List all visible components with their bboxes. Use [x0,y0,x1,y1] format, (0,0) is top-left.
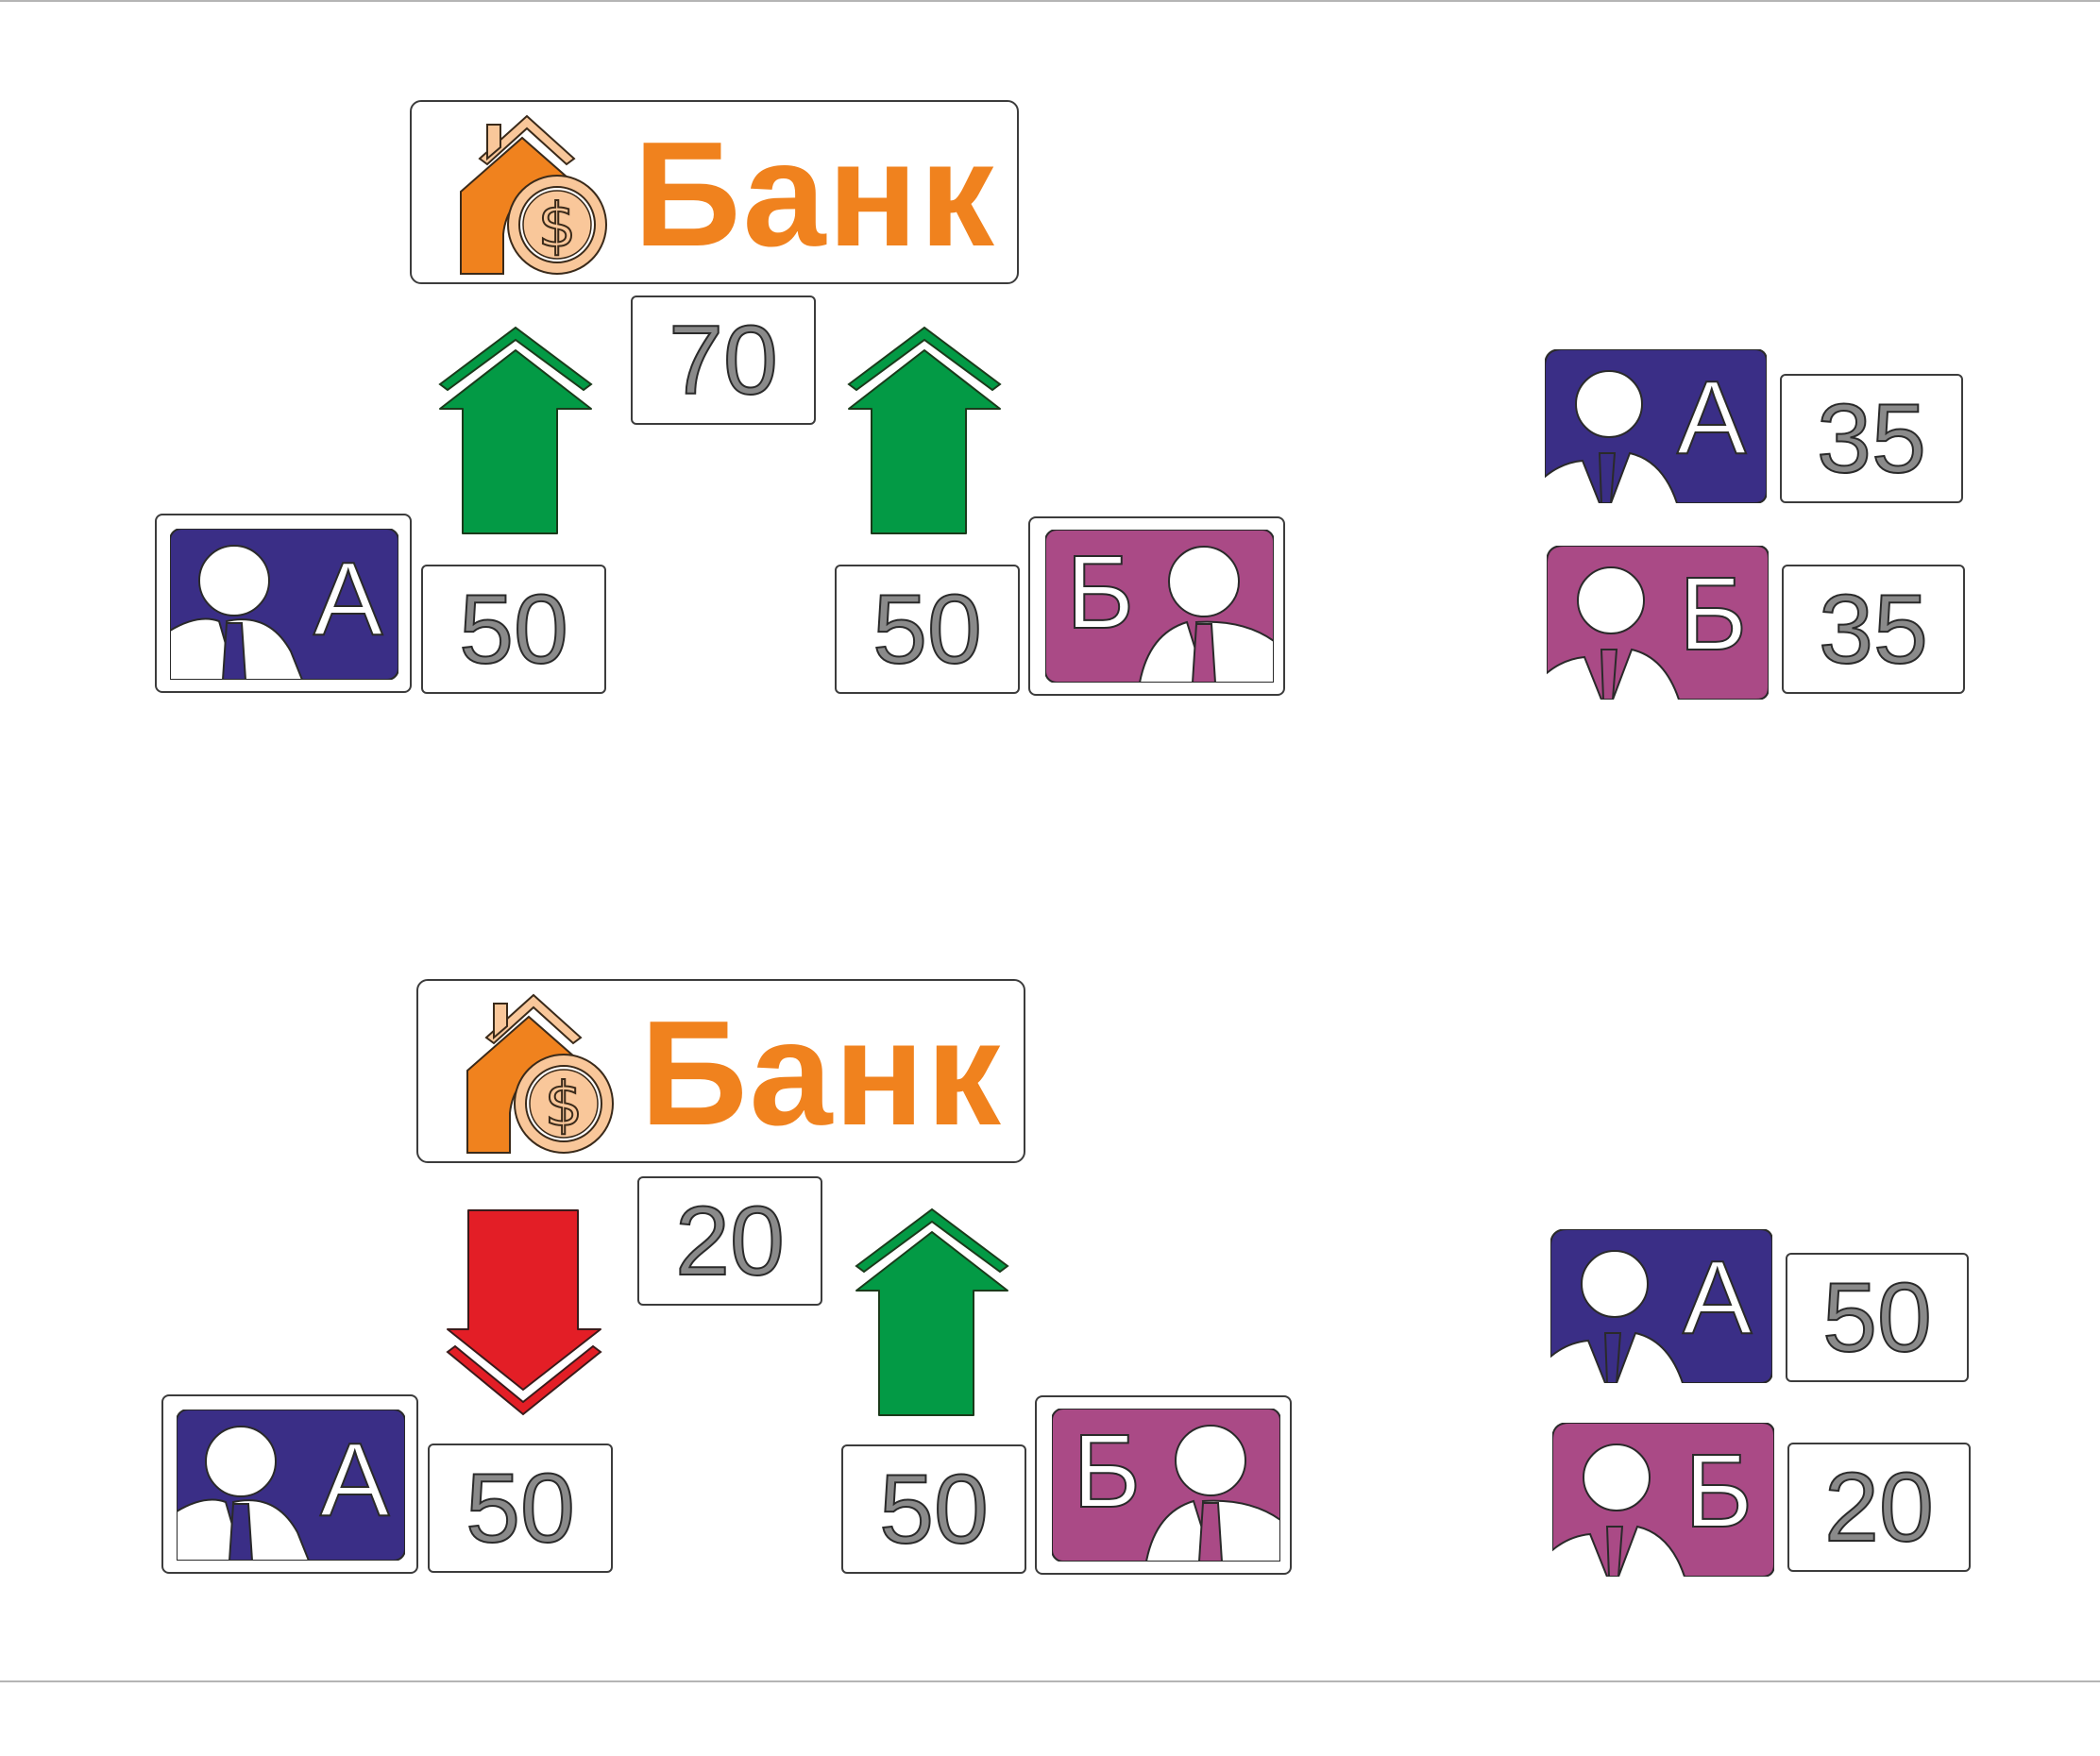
bank-card: $ Банк [416,979,1025,1163]
person-icon [1547,546,1769,700]
client-a-amount: 50 [421,565,606,694]
person-icon [1550,1229,1772,1383]
result-letter: А [1676,360,1747,476]
bottom-divider [0,1680,2100,1682]
up-arrow-icon [847,326,1002,534]
down-arrow-icon [446,1209,602,1416]
up-arrow-icon [855,1207,1009,1416]
result-a-amount: 50 [1786,1253,1969,1382]
client-a-amount: 50 [428,1444,613,1573]
bank-amount: 20 [637,1176,822,1306]
client-b-card: Б [1035,1395,1292,1575]
house-dollar-icon: $ [466,993,614,1154]
house-dollar-icon: $ [460,114,607,275]
client-b-amount: 50 [835,565,1020,694]
client-letter: А [313,541,383,657]
result-client-b-card: Б [1552,1423,1774,1577]
up-arrow-icon [438,326,593,534]
person-icon [1052,1409,1280,1562]
client-b-card: Б [1028,516,1285,696]
client-a-card: А [155,514,412,693]
client-b-amount: 50 [841,1444,1026,1574]
person-icon [170,529,398,680]
svg-text:$: $ [545,1071,584,1140]
client-letter: А [319,1422,390,1538]
result-client-a-card: А [1545,349,1767,503]
result-b-amount: 35 [1782,565,1965,694]
scenario-1: $ Банк 70 А 50 50 [155,100,1965,700]
scenario-2: $ Банк 20 А 50 50 [0,878,2100,1756]
bank-name: Банк [640,990,1003,1157]
bank-amount: 70 [631,295,816,425]
result-b-amount: 20 [1787,1443,1971,1572]
result-letter: А [1682,1240,1753,1356]
person-icon [1552,1423,1774,1577]
top-divider [0,0,2100,2]
result-client-b-card: Б [1547,546,1769,700]
person-icon [1045,530,1274,683]
person-icon [1545,349,1767,503]
bank-card: $ Банк [410,100,1019,284]
result-a-amount: 35 [1780,374,1963,503]
person-icon [177,1410,405,1561]
bank-name: Банк [634,111,996,278]
result-client-a-card: А [1550,1229,1772,1383]
result-letter: Б [1678,556,1748,672]
svg-text:$: $ [538,192,577,262]
result-letter: Б [1684,1433,1753,1549]
client-letter: Б [1072,1413,1142,1529]
client-letter: Б [1065,534,1135,650]
client-a-card: А [161,1394,418,1574]
